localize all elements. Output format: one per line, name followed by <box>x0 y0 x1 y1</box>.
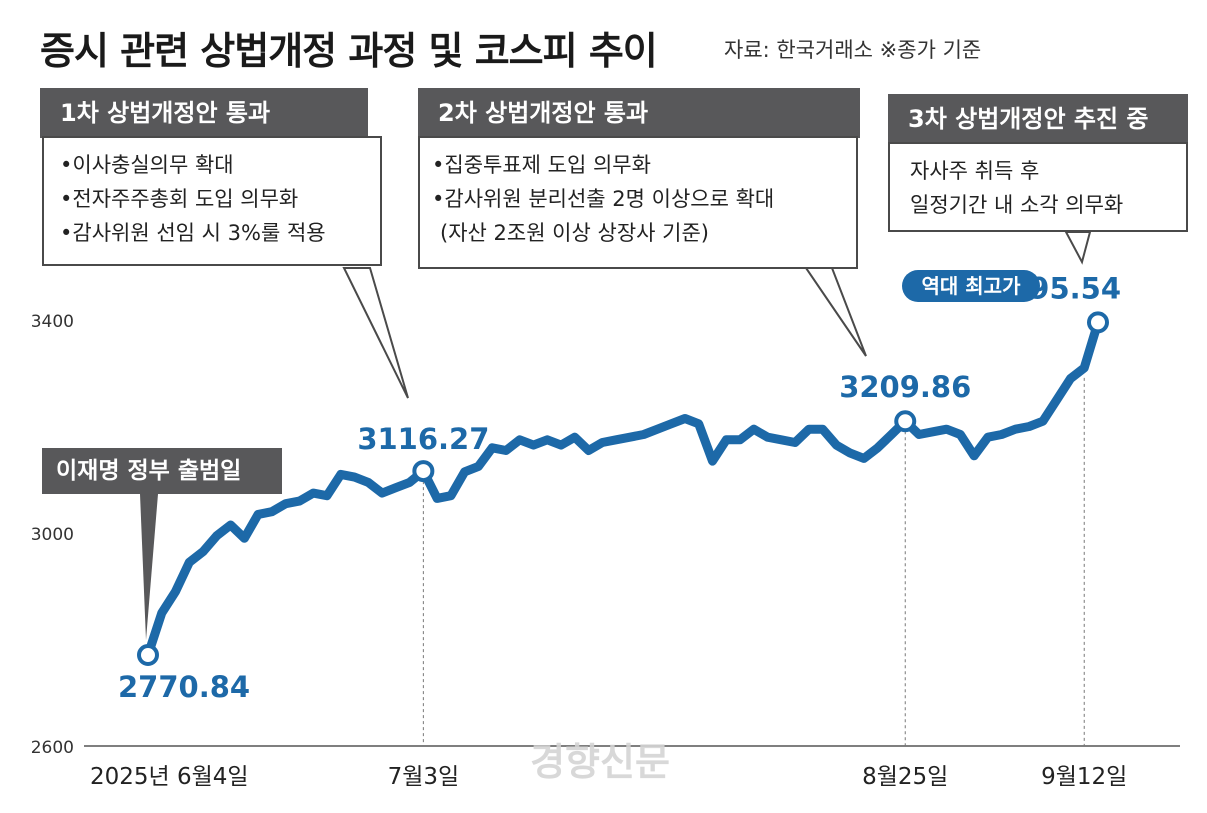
callout-3-heading: 3차 상법개정안 추진 중 <box>888 94 1188 144</box>
data-label: 3116.27 <box>357 422 489 456</box>
record-badge: 역대 최고가 <box>922 274 1022 298</box>
data-label: 2770.84 <box>118 670 250 704</box>
callout-3-line: 자사주 취득 후 <box>910 159 1040 183</box>
x-tick-label: 9월12일 <box>1041 764 1127 790</box>
data-point-marker <box>412 460 435 483</box>
callout-2-line: •감사위원 분리선출 2명 이상으로 확대 <box>432 187 775 211</box>
callout-1-heading: 1차 상법개정안 통과 <box>40 88 368 138</box>
source-note: 자료: 한국거래소 ※종가 기준 <box>724 38 982 62</box>
y-tick-label: 2600 <box>31 738 74 758</box>
callout-2-line: (자산 2조원 이상 상장사 기준) <box>440 221 709 245</box>
data-point-marker <box>1087 311 1109 334</box>
callout-3-body: 자사주 취득 후 일정기간 내 소각 의무화 <box>888 142 1188 232</box>
inauguration-label: 이재명 정부 출범일 <box>42 448 282 494</box>
callout-1-body: •이사충실의무 확대 •전자주주총회 도입 의무화 •감사위원 선임 시 3%룰… <box>42 136 382 266</box>
record-badge-bg <box>902 270 1040 302</box>
callout-3-line: 일정기간 내 소각 의무화 <box>910 193 1124 217</box>
x-tick-label: 7월3일 <box>388 764 460 790</box>
y-tick-label: 3000 <box>31 525 74 545</box>
data-label: 3209.86 <box>839 370 971 404</box>
callout-1-line: •이사충실의무 확대 <box>60 153 234 177</box>
callout-3-pointer <box>1064 231 1092 265</box>
callout-2-pointer <box>804 267 867 357</box>
callout-2-body: •집중투표제 도입 의무화 •감사위원 분리선출 2명 이상으로 확대 (자산 … <box>418 136 858 269</box>
x-tick-label: 2025년 6월4일 <box>90 764 249 790</box>
callout-2-line: •집중투표제 도입 의무화 <box>432 153 651 177</box>
x-tick-label: 8월25일 <box>862 764 948 790</box>
series-line <box>143 317 1103 660</box>
data-point-marker <box>137 644 159 667</box>
callout-2-heading: 2차 상법개정안 통과 <box>418 88 860 138</box>
callout-1-line: •감사위원 선임 시 3%룰 적용 <box>60 221 326 245</box>
callout-1-pointer <box>342 267 409 399</box>
chart-title: 증시 관련 상법개정 과정 및 코스피 추이 <box>40 29 658 73</box>
callout-1-line: •전자주주총회 도입 의무화 <box>60 187 299 211</box>
watermark: 경향신문 <box>530 740 670 784</box>
inauguration-pointer <box>140 494 158 640</box>
data-point-marker <box>894 410 917 433</box>
y-tick-label: 3400 <box>31 312 74 332</box>
